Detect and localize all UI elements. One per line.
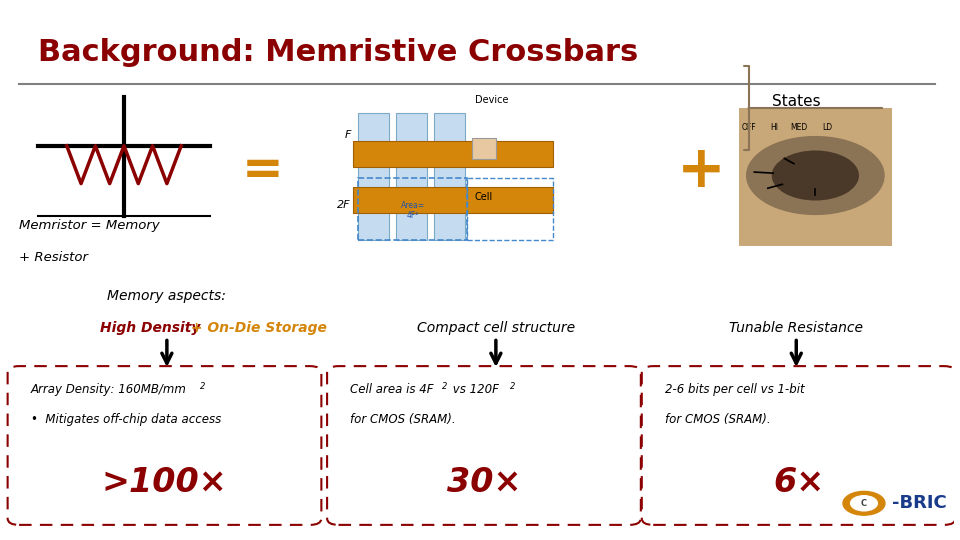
Text: + On-Die Storage: + On-Die Storage [186,321,326,335]
Text: for CMOS (SRAM).: for CMOS (SRAM). [350,413,456,426]
Text: 2-6 bits per cell vs 1-bit: 2-6 bits per cell vs 1-bit [664,383,804,396]
Text: OFF: OFF [741,123,756,132]
Text: +: + [677,141,725,199]
Text: + Resistor: + Resistor [19,251,88,264]
Text: 6×: 6× [773,467,825,500]
Text: Array Density: 160MB/mm: Array Density: 160MB/mm [31,383,186,396]
Text: =: = [241,146,283,194]
Text: Cell: Cell [475,192,493,202]
Circle shape [851,496,877,511]
Text: -BRIC: -BRIC [892,494,947,512]
Text: Memristor = Memory: Memristor = Memory [19,219,159,232]
FancyBboxPatch shape [353,141,553,167]
Text: vs 120F: vs 120F [449,383,499,396]
Text: 2: 2 [510,382,516,391]
Text: Area=
4F²: Area= 4F² [401,201,425,220]
FancyBboxPatch shape [358,113,389,240]
FancyBboxPatch shape [472,138,496,159]
Text: High Density: High Density [100,321,201,335]
Text: 30×: 30× [446,467,521,500]
Text: Device: Device [475,95,509,105]
Text: 2F: 2F [337,200,351,210]
Text: C: C [861,499,867,508]
Text: F: F [345,130,351,140]
Text: •  Mitigates off-chip data access: • Mitigates off-chip data access [31,413,221,426]
Text: HI: HI [770,123,779,132]
Text: 2: 2 [201,382,205,391]
Text: Cell area is 4F: Cell area is 4F [350,383,434,396]
FancyBboxPatch shape [396,113,427,240]
FancyBboxPatch shape [739,108,892,246]
Circle shape [843,491,885,515]
FancyBboxPatch shape [434,113,466,240]
Text: for CMOS (SRAM).: for CMOS (SRAM). [664,413,770,426]
Text: Memory aspects:: Memory aspects: [108,289,227,303]
Text: LD: LD [823,123,832,132]
Circle shape [747,137,884,214]
FancyBboxPatch shape [353,187,553,213]
Text: >100×: >100× [102,467,228,500]
Text: Background: Memristive Crossbars: Background: Memristive Crossbars [38,38,638,67]
Text: MED: MED [790,123,807,132]
Text: Tunable Resistance: Tunable Resistance [730,321,863,335]
Text: States: States [772,94,821,110]
Text: Compact cell structure: Compact cell structure [417,321,575,335]
Text: 2: 2 [442,382,447,391]
Circle shape [773,151,858,200]
